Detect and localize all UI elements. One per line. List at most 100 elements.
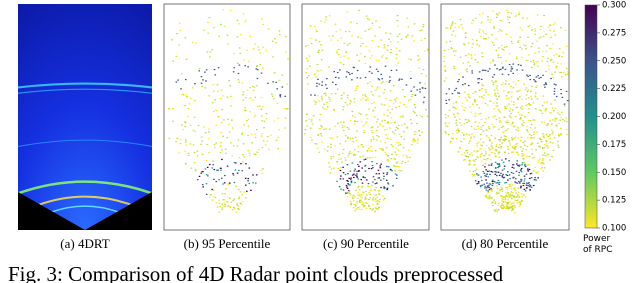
point	[458, 118, 461, 120]
point	[491, 34, 493, 36]
point	[346, 104, 349, 106]
point	[321, 141, 323, 143]
point	[508, 53, 511, 55]
point	[254, 114, 256, 116]
point	[496, 188, 499, 190]
point	[386, 128, 388, 130]
point	[555, 84, 557, 86]
point	[505, 60, 507, 62]
point	[499, 144, 501, 146]
point	[550, 58, 553, 61]
point	[551, 73, 553, 75]
point	[419, 88, 421, 90]
point	[348, 128, 350, 130]
point	[414, 112, 416, 114]
point	[478, 77, 481, 80]
point	[352, 197, 354, 200]
point	[493, 181, 496, 183]
point	[559, 134, 562, 136]
point	[330, 93, 333, 95]
point	[231, 209, 234, 211]
point	[527, 112, 530, 114]
point	[381, 56, 383, 58]
point	[396, 35, 399, 37]
point	[414, 141, 417, 143]
point	[191, 41, 194, 44]
point	[552, 131, 554, 133]
point	[490, 189, 493, 191]
point	[394, 100, 397, 102]
point	[358, 170, 360, 172]
point	[489, 197, 491, 200]
point	[517, 199, 519, 201]
point	[562, 52, 565, 54]
point	[530, 177, 533, 179]
point	[385, 57, 388, 59]
point	[337, 39, 339, 42]
point	[256, 64, 259, 67]
point	[507, 11, 510, 14]
point	[342, 129, 345, 132]
point	[231, 155, 233, 157]
point	[513, 125, 516, 127]
point	[510, 188, 513, 190]
point	[361, 144, 363, 146]
point	[477, 125, 479, 127]
point	[386, 122, 389, 124]
point	[188, 154, 190, 157]
point	[220, 145, 222, 147]
point	[416, 142, 419, 144]
point	[528, 108, 530, 110]
radar-ring	[18, 139, 152, 147]
point	[525, 104, 528, 106]
point	[225, 188, 227, 190]
point	[224, 174, 226, 177]
point	[364, 123, 367, 125]
point	[484, 187, 486, 189]
point	[510, 197, 513, 200]
point	[394, 173, 397, 175]
point	[485, 169, 487, 171]
point	[238, 169, 240, 172]
point	[481, 164, 484, 167]
point	[220, 89, 223, 91]
point	[492, 201, 494, 203]
point	[368, 50, 371, 52]
point	[550, 129, 553, 131]
point	[482, 30, 484, 32]
point	[530, 143, 532, 146]
point	[484, 195, 487, 197]
point	[526, 155, 528, 157]
point	[365, 96, 367, 98]
point	[536, 65, 539, 67]
point	[336, 88, 339, 90]
point	[559, 114, 561, 116]
point	[256, 151, 259, 153]
point	[356, 173, 358, 175]
point	[224, 203, 226, 206]
point	[262, 105, 264, 107]
point	[368, 108, 370, 110]
point	[339, 178, 342, 180]
point	[472, 19, 474, 21]
point	[260, 72, 263, 74]
point	[402, 116, 404, 118]
point	[481, 83, 483, 85]
point	[505, 135, 507, 138]
point	[375, 129, 378, 132]
panel-caption: (c) 90 Percentile	[323, 236, 409, 251]
point	[267, 82, 269, 84]
point	[356, 120, 359, 122]
point	[496, 163, 499, 165]
point	[492, 204, 494, 207]
point	[227, 123, 230, 125]
point	[349, 178, 352, 180]
point	[495, 145, 498, 147]
point	[543, 84, 546, 86]
point	[479, 133, 482, 135]
point	[533, 79, 535, 81]
point	[468, 142, 470, 144]
point	[461, 153, 463, 156]
point	[354, 204, 356, 206]
point	[496, 211, 499, 213]
